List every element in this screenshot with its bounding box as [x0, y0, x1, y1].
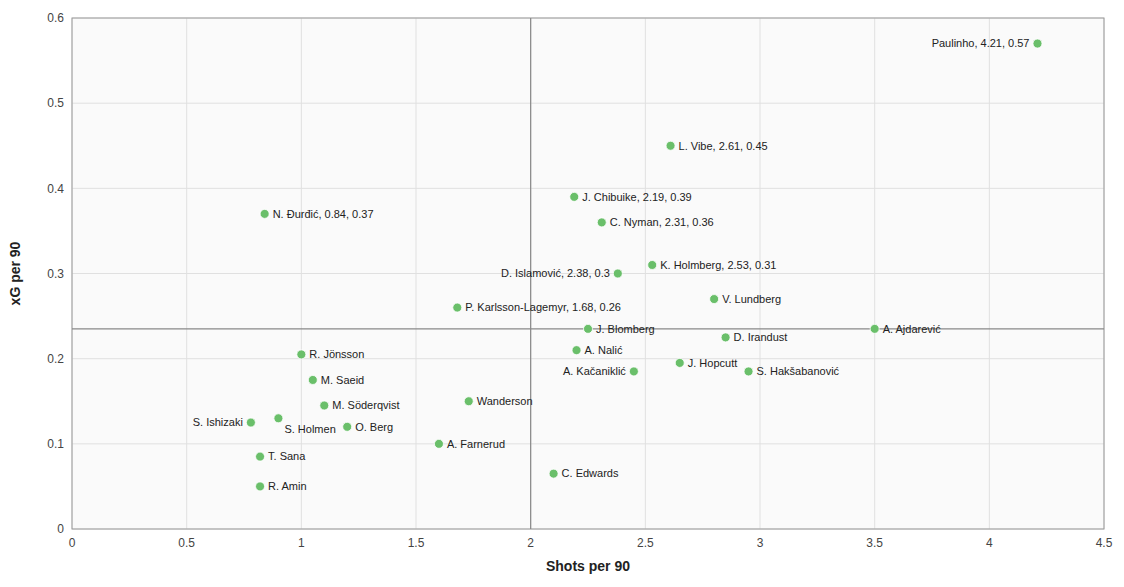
point-label: C. Edwards [562, 467, 619, 479]
plot-frame [72, 18, 1104, 529]
scatter-point [675, 358, 684, 367]
x-axis-title: Shots per 90 [546, 558, 630, 574]
scatter-point [721, 333, 730, 342]
scatter-point [549, 469, 558, 478]
plot-background [72, 18, 1104, 529]
x-tick-label: 0.5 [178, 536, 195, 550]
scatter-point [256, 482, 265, 491]
point-label: D. Irandust [734, 331, 788, 343]
scatter-point [629, 367, 638, 376]
scatter-point [666, 141, 675, 150]
y-tick-label: 0.5 [47, 96, 64, 110]
scatter-point [648, 260, 657, 269]
scatter-point [584, 324, 593, 333]
scatter-point [870, 324, 879, 333]
scatter-point [572, 346, 581, 355]
axes: 0 0.5 1 1.5 2 2.5 3 3.5 4 4.5 0 0.1 0.2 0.3 0.4 0.5 0.6 S… [7, 11, 1113, 574]
point-label: S. Ishizaki [193, 416, 243, 428]
scatter-point [744, 367, 753, 376]
scatter-point [308, 375, 317, 384]
point-label: J. Blomberg [596, 323, 655, 335]
scatter-point [597, 218, 606, 227]
point-label: J. Hopcutt [688, 357, 738, 369]
point-label: A. Ajdarević [883, 323, 942, 335]
point-label: M. Söderqvist [332, 399, 399, 411]
point-label: C. Nyman, 2.31, 0.36 [610, 216, 714, 228]
y-tick-label: 0 [57, 522, 64, 536]
y-axis-title: xG per 90 [7, 241, 23, 305]
x-tick-label: 4.5 [1096, 536, 1113, 550]
scatter-point [297, 350, 306, 359]
x-tick-label: 3.5 [866, 536, 883, 550]
y-grid-line [72, 358, 1104, 359]
chart: 0 0.5 1 1.5 2 2.5 3 3.5 4 4.5 0 0.1 0.2 0.3 0.4 0.5 0.6 S… [0, 0, 1124, 587]
scatter-point [1033, 39, 1042, 48]
point-label: D. Islamović, 2.38, 0.3 [501, 267, 610, 279]
scatter-point [260, 209, 269, 218]
scatter-point [343, 422, 352, 431]
grid [72, 18, 1104, 529]
x-tick-label: 4 [986, 536, 993, 550]
point-label: P. Karlsson-Lagemyr, 1.68, 0.26 [465, 301, 621, 313]
y-grid-line [72, 103, 1104, 104]
marks [72, 18, 1104, 529]
y-grid-line [72, 188, 1104, 189]
scatter-point [256, 452, 265, 461]
y-tick-label: 0.2 [47, 352, 64, 366]
x-tick-label: 1.5 [408, 536, 425, 550]
x-tick-label: 2.5 [637, 536, 654, 550]
x-tick-label: 0 [69, 536, 76, 550]
scatter-point [453, 303, 462, 312]
y-grid-line [72, 443, 1104, 444]
point-label: O. Berg [355, 421, 393, 433]
scatter-point [570, 192, 579, 201]
point-label: R. Amin [268, 480, 307, 492]
point-label: L. Vibe, 2.61, 0.45 [679, 140, 768, 152]
scatter-point [613, 269, 622, 278]
x-tick-label: 2 [527, 536, 534, 550]
x-tick-label: 3 [757, 536, 764, 550]
point-label: K. Holmberg, 2.53, 0.31 [660, 259, 776, 271]
point-label: T. Sana [268, 450, 306, 462]
point-label: M. Saeid [321, 374, 364, 386]
point-label: J. Chibuike, 2.19, 0.39 [582, 191, 691, 203]
point-label: S. Hakšabanović [757, 365, 840, 377]
scatter-point [274, 414, 283, 423]
point-label: N. Đurđić, 0.84, 0.37 [273, 208, 374, 220]
scatter-point [464, 397, 473, 406]
point-label: V. Lundberg [722, 293, 781, 305]
scatter-point [320, 401, 329, 410]
point-label: R. Jönsson [309, 348, 364, 360]
scatter-point [246, 418, 255, 427]
scatter-point [710, 295, 719, 304]
y-tick-label: 0.6 [47, 11, 64, 25]
point-label: A. Kačaniklić [563, 365, 626, 377]
point-label: A. Farnerud [447, 438, 505, 450]
point-label: Wanderson [477, 395, 533, 407]
y-tick-label: 0.4 [47, 182, 64, 196]
point-label: S. Holmen [284, 423, 335, 435]
x-tick-label: 1 [298, 536, 305, 550]
point-label: Paulinho, 4.21, 0.57 [932, 37, 1030, 49]
y-tick-label: 0.1 [47, 437, 64, 451]
y-tick-label: 0.3 [47, 267, 64, 281]
point-labels: Paulinho, 4.21, 0.57 L. Vibe, 2.61, 0.45 J… [193, 37, 1030, 492]
scatter-point [434, 439, 443, 448]
point-label: A. Nalić [585, 344, 623, 356]
